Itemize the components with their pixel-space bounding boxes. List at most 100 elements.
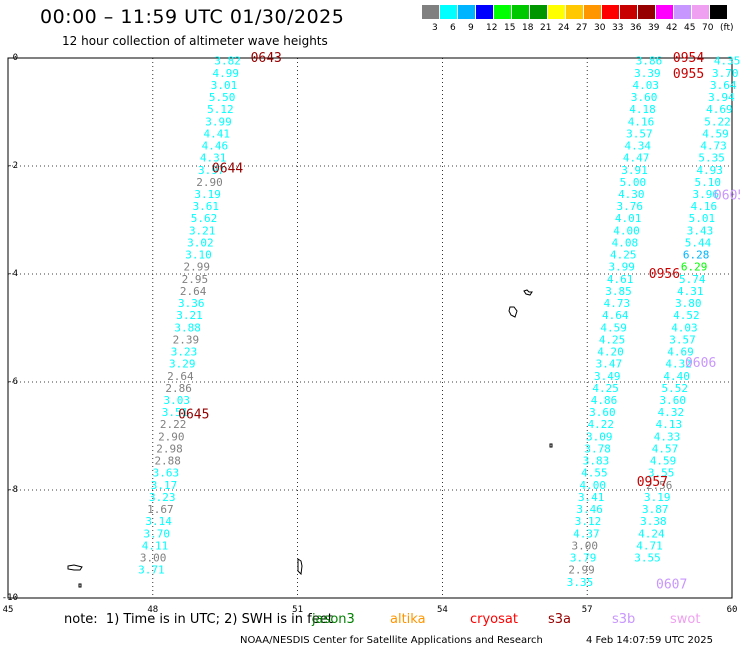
lon-tick-label: 54 [437,605,448,615]
wave-height-value: 3.19 [644,491,671,504]
wave-height-value: 3.83 [583,455,610,468]
wave-height-value: 2.64 [167,370,194,383]
wave-height-value: 3.01 [211,79,238,92]
colorbar-tick: 12 [486,23,498,33]
wave-height-value: 4.55 [581,467,608,480]
wave-height-value: 3.38 [640,515,667,528]
wave-height-value: 2.22 [160,418,187,431]
wave-height-value: 4.08 [612,236,639,249]
wave-height-value: 4.32 [658,406,685,419]
colorbar-swatch [422,5,439,19]
pass-time-label: 0645 [178,407,209,422]
wave-height-value: 1.67 [147,503,174,516]
colorbar-swatch [440,5,457,19]
wave-height-value: 3.55 [634,552,661,565]
colorbar-tick: 30 [594,23,606,33]
wave-height-value: 3.43 [687,224,714,237]
wave-height-value: 5.10 [694,176,721,189]
wave-height-value: 6.29 [681,261,708,274]
wave-height-value: 5.62 [191,212,218,225]
wave-height-value: 4.25 [610,249,637,262]
wave-height-value: 4.37 [573,527,600,540]
wave-height-value: 3.49 [594,370,621,383]
wave-height-value: 5.22 [704,115,731,128]
wave-height-value: 2.86 [165,382,192,395]
wave-height-value: 3.71 [138,564,165,577]
colorbar-tick: 39 [648,23,660,33]
wave-height-value: 5.50 [209,91,236,104]
colorbar-unit: (ft) [720,23,734,33]
wave-height-value: 2.90 [196,176,223,189]
colorbar-tick: 21 [540,23,552,33]
wave-height-value: 6.28 [683,249,710,262]
wave-height-value: 3.80 [675,297,702,310]
wave-height-value: 3.02 [187,236,214,249]
wave-height-value: 3.76 [616,200,643,213]
wave-height-value: 4.11 [142,539,169,552]
wave-height-value: 3.57 [669,333,696,346]
wave-height-value: 4.57 [652,442,679,455]
wave-height-value: 3.96 [693,188,720,201]
wave-height-value: 3.78 [584,442,611,455]
wave-height-value: 4.64 [602,309,629,322]
wave-height-value: 4.71 [636,539,663,552]
wave-height-value: 2.64 [180,285,207,298]
wave-height-value: 4.33 [654,430,681,443]
wave-height-value: 4.18 [629,103,656,116]
colorbar-swatch [476,5,493,19]
wave-height-value: 3.36 [178,297,205,310]
wave-height-value: 5.35 [698,152,725,165]
wave-height-value: 3.10 [185,249,212,262]
wave-height-value: 3.51 [162,406,189,419]
colorbar-swatch [692,5,709,19]
wave-height-value: 3.21 [176,309,203,322]
colorbar-tick: 6 [450,23,456,33]
wave-height-value: 4.31 [677,285,704,298]
wave-height-value: 5.00 [620,176,647,189]
map-title: 00:00 – 11:59 UTC 01/30/2025 [40,6,345,28]
map-frame [7,57,733,599]
wave-height-value: 4.73 [700,140,727,153]
lat-tick-label: 0 [13,53,18,63]
pass-time-label: 0605 [714,189,740,204]
wave-height-value: 3.23 [171,346,198,359]
pass-time-label: 0954 [673,51,704,66]
wave-height-value: 4.25 [592,382,619,395]
wave-height-value: 2.95 [182,273,209,286]
wave-height-value: 2.99 [183,261,210,274]
wave-height-value: 5.12 [207,103,234,116]
wave-height-value: 5.52 [661,382,688,395]
colorbar-tick: 70 [702,23,714,33]
wave-height-value: 4.03 [671,321,698,334]
wave-height-value: 4.93 [696,164,723,177]
lon-tick-label: 51 [292,605,303,615]
lat-tick-label: -2 [7,161,18,171]
wave-height-value: 4.00 [580,479,607,492]
wave-height-value: 3.03 [164,394,191,407]
wave-height-value: 3.70 [712,67,739,80]
wave-height-value: 3.70 [144,527,171,540]
wave-height-value: 3.23 [149,491,176,504]
wave-height-value: 4.13 [656,418,683,431]
generated-timestamp: 4 Feb 14:07:59 UTC 2025 [586,635,713,646]
wave-height-value: 4.35 [714,55,740,68]
colorbar-swatch [710,5,727,19]
wave-height-value: 4.86 [591,394,618,407]
wave-height-value: 3.99 [608,261,635,274]
wave-height-value: 3.17 [151,479,178,492]
wave-height-value: 4.34 [624,140,651,153]
wave-height-value: 3.60 [660,394,687,407]
wave-height-value: 3.60 [589,406,616,419]
wave-height-value: 4.40 [663,370,690,383]
colorbar-tick: 18 [522,23,534,33]
colorbar-tick: 9 [468,23,474,33]
lat-tick-label: -4 [7,269,18,279]
wave-height-value: 3.00 [572,539,599,552]
wave-height-value: 4.73 [604,297,631,310]
pass-time-label: 0606 [685,356,716,371]
wave-height-value: 4.99 [213,67,240,80]
wave-height-value: 3.21 [189,224,216,237]
colorbar-swatch [530,5,547,19]
colorbar-swatch [602,5,619,19]
wave-height-value: 4.52 [673,309,700,322]
